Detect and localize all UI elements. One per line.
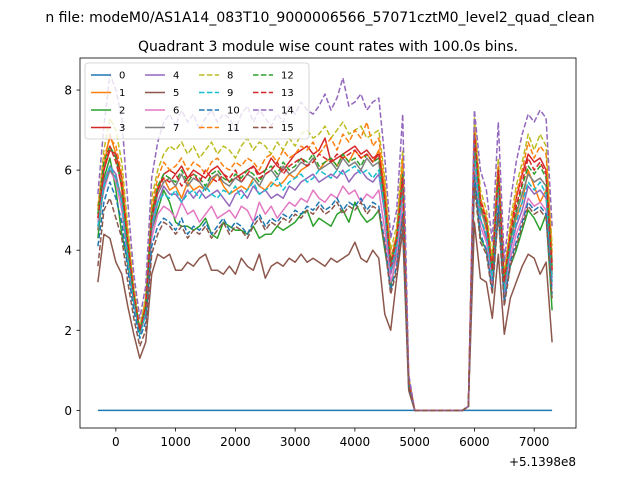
legend-label-5: 5 <box>173 88 179 99</box>
legend-box <box>84 62 310 140</box>
series-line-12 <box>97 137 553 412</box>
series-line-15 <box>97 185 553 412</box>
series-line-10 <box>97 173 553 412</box>
legend-label-9: 9 <box>227 88 233 99</box>
x-offset-label: +5.1398e8 <box>509 455 576 469</box>
x-tick-label: 0 <box>112 435 120 449</box>
x-tick-label: 6000 <box>459 435 490 449</box>
legend-label-7: 7 <box>173 123 179 134</box>
legend-label-4: 4 <box>173 71 179 82</box>
y-tick-label: 8 <box>64 84 72 98</box>
legend-label-13: 13 <box>281 88 294 99</box>
legend-label-6: 6 <box>173 106 179 117</box>
legend-label-8: 8 <box>227 71 233 82</box>
series-layer <box>97 73 553 412</box>
axes: 0 1000 2000 3000 4000 5000 6000 7000 0 2 4 6 8 <box>64 57 577 449</box>
x-tick-label: 3000 <box>280 435 311 449</box>
legend-label-3: 3 <box>119 123 125 134</box>
legend-label-14: 14 <box>281 106 294 117</box>
x-tick-label: 2000 <box>220 435 251 449</box>
x-tick-label: 7000 <box>519 435 550 449</box>
legend-label-12: 12 <box>281 71 294 82</box>
y-tick-label: 4 <box>64 244 72 258</box>
figure-suptitle: n file: modeM0/AS1A14_083T10_9000006566_… <box>45 10 594 26</box>
series-line-8 <box>97 117 553 412</box>
series-line-5 <box>97 221 553 412</box>
y-tick-label: 0 <box>64 404 72 418</box>
legend-label-11: 11 <box>227 123 240 134</box>
series-line-9 <box>97 153 553 412</box>
x-tick-label: 1000 <box>160 435 191 449</box>
y-tick-label: 6 <box>64 164 72 178</box>
legend-label-0: 0 <box>119 71 125 82</box>
legend-label-1: 1 <box>119 88 125 99</box>
x-tick-label: 4000 <box>340 435 371 449</box>
x-tick-label: 5000 <box>399 435 430 449</box>
series-line-6 <box>97 161 553 412</box>
axes-frame <box>79 57 577 429</box>
legend-label-10: 10 <box>227 106 240 117</box>
legend-label-2: 2 <box>119 106 125 117</box>
chart-title: Quadrant 3 module wise count rates with … <box>138 39 518 55</box>
legend-label-15: 15 <box>281 123 294 134</box>
series-line-13 <box>97 133 553 412</box>
y-tick-label: 2 <box>64 324 72 338</box>
